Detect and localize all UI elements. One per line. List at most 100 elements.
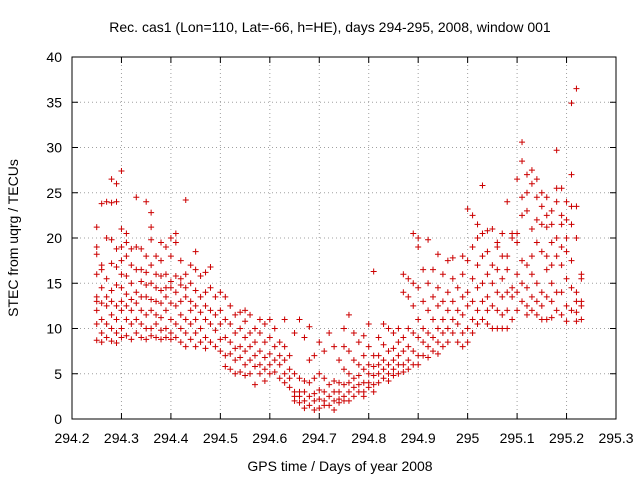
data-point (558, 289, 565, 296)
data-point (222, 352, 229, 359)
data-point (148, 224, 155, 231)
data-point (153, 298, 160, 305)
data-point (410, 348, 417, 355)
data-point (251, 363, 258, 370)
data-point (187, 307, 194, 314)
data-point (271, 368, 278, 375)
data-point (538, 189, 545, 196)
data-point (563, 248, 570, 255)
data-point (350, 330, 357, 337)
data-point (242, 348, 249, 355)
data-point (281, 370, 288, 377)
data-point (573, 309, 580, 316)
data-point (207, 284, 214, 291)
data-point (251, 339, 258, 346)
data-point (242, 318, 249, 325)
data-point (172, 273, 179, 280)
data-point (103, 334, 110, 341)
data-point (261, 366, 268, 373)
data-point (207, 339, 214, 346)
data-point (182, 271, 189, 278)
data-point (336, 399, 343, 406)
data-point (222, 293, 229, 300)
data-point (459, 330, 466, 337)
data-point (128, 307, 135, 314)
data-point (128, 280, 135, 287)
data-point (523, 302, 530, 309)
data-point (444, 307, 451, 314)
data-point (533, 298, 540, 305)
data-point (133, 289, 140, 296)
data-point (138, 278, 145, 285)
data-point (197, 273, 204, 280)
data-point (425, 236, 432, 243)
data-point (336, 357, 343, 364)
data-point (573, 203, 580, 210)
data-point (355, 339, 362, 346)
data-point (153, 334, 160, 341)
data-point (548, 314, 555, 321)
data-point (93, 224, 100, 231)
data-point (108, 176, 115, 183)
data-point (301, 397, 308, 404)
data-point (143, 311, 150, 318)
data-point (202, 269, 209, 276)
data-point (350, 384, 357, 391)
data-point (98, 330, 105, 337)
data-point (484, 271, 491, 278)
chart-title: Rec. cas1 (Lon=110, Lat=-66, h=HE), days… (109, 19, 551, 35)
data-point (172, 239, 179, 246)
data-point (484, 248, 491, 255)
data-point (153, 320, 160, 327)
data-point (227, 366, 234, 373)
data-point (158, 314, 165, 321)
data-point (207, 263, 214, 270)
y-tick-label: 35 (46, 94, 62, 110)
data-point (469, 316, 476, 323)
data-point (108, 338, 115, 345)
x-tick-label: 295.3 (598, 430, 633, 446)
x-tick-label: 294.3 (104, 430, 139, 446)
data-point (177, 282, 184, 289)
data-point (350, 357, 357, 364)
data-point (118, 298, 125, 305)
data-point (148, 296, 155, 303)
data-point (568, 257, 575, 264)
data-point (276, 361, 283, 368)
data-point (519, 212, 526, 219)
data-point (172, 230, 179, 237)
data-point (415, 361, 422, 368)
data-point (390, 345, 397, 352)
data-point (444, 257, 451, 264)
data-point (128, 262, 135, 269)
data-point (247, 370, 254, 377)
data-point (415, 284, 422, 291)
data-point (158, 336, 165, 343)
data-point (331, 397, 338, 404)
data-point (558, 311, 565, 318)
data-point (380, 357, 387, 364)
data-point (449, 298, 456, 305)
data-point (217, 320, 224, 327)
data-point (103, 275, 110, 282)
data-point (247, 330, 254, 337)
data-point (494, 266, 501, 273)
data-point (479, 182, 486, 189)
data-point (538, 203, 545, 210)
data-point (415, 244, 422, 251)
data-point (108, 287, 115, 294)
data-point (405, 366, 412, 373)
data-point (538, 289, 545, 296)
data-point (187, 320, 194, 327)
data-point (177, 257, 184, 264)
data-point (162, 293, 169, 300)
data-point (464, 257, 471, 264)
data-point (128, 336, 135, 343)
data-point (103, 198, 110, 205)
data-point (395, 352, 402, 359)
data-point (400, 334, 407, 341)
data-point (439, 298, 446, 305)
data-point (410, 330, 417, 337)
data-point (202, 289, 209, 296)
data-point (355, 381, 362, 388)
